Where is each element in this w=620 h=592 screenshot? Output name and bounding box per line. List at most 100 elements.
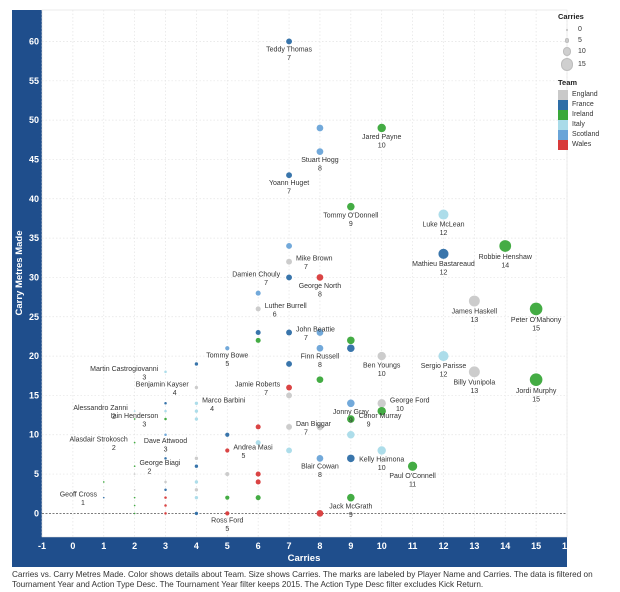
point-label-name: John Beattie xyxy=(296,326,335,333)
data-point xyxy=(164,488,167,492)
point-label-name: Jared Payne xyxy=(362,134,401,141)
data-point xyxy=(529,373,543,386)
point-label-carries: 13 xyxy=(470,388,478,395)
x-tick-label: 0 xyxy=(70,541,75,551)
data-point xyxy=(194,417,199,421)
data-point xyxy=(347,202,355,211)
point-label-name: Mathieu Bastareaud xyxy=(412,261,475,268)
size-legend-dot xyxy=(566,28,568,31)
data-point xyxy=(347,336,355,345)
point-label-name: Conor Murray xyxy=(359,413,402,420)
data-point xyxy=(286,243,292,249)
data-point xyxy=(164,496,167,499)
point-label-carries: 6 xyxy=(273,311,277,318)
y-axis-title: Carry Metres Made xyxy=(14,230,25,315)
point-label-carries: 9 xyxy=(349,418,353,425)
data-point xyxy=(286,258,292,265)
x-tick-label: 7 xyxy=(287,541,292,551)
data-point xyxy=(529,302,543,316)
x-tick-label: 15 xyxy=(531,541,541,551)
size-legend-dot xyxy=(560,58,574,71)
data-point xyxy=(377,406,386,416)
point-label-name: Iain Henderson xyxy=(111,413,159,420)
point-label-carries: 3 xyxy=(142,374,146,381)
data-point xyxy=(164,480,167,484)
data-point xyxy=(377,351,386,361)
y-tick-label: 40 xyxy=(29,194,39,204)
data-point xyxy=(102,512,105,515)
point-label-name: Jonny Gray xyxy=(333,409,369,416)
point-label-carries: 12 xyxy=(440,372,448,379)
data-point xyxy=(255,290,261,296)
size-legend-dot xyxy=(564,38,570,43)
data-point xyxy=(347,415,355,423)
data-point xyxy=(164,417,167,421)
data-point xyxy=(316,423,324,431)
data-point xyxy=(347,399,355,408)
data-point xyxy=(347,344,355,353)
x-tick-label: 9 xyxy=(348,541,353,551)
data-point xyxy=(194,401,199,405)
data-point xyxy=(286,361,292,367)
point-label-name: Ross Ford xyxy=(211,518,243,525)
size-legend: 0 5 10 15 xyxy=(558,24,618,72)
point-label-name: James Haskell xyxy=(452,308,498,315)
data-point xyxy=(194,409,199,413)
point-label-carries: 9 xyxy=(367,422,371,429)
point-label-name: Blair Cowan xyxy=(301,464,339,471)
data-point xyxy=(255,479,261,485)
data-point xyxy=(377,123,386,133)
point-label-carries: 10 xyxy=(378,143,386,150)
point-label-name: Marco Barbini xyxy=(202,397,246,404)
data-point xyxy=(255,337,261,343)
point-label-name: Mike Brown xyxy=(296,256,333,263)
x-tick-label: 12 xyxy=(438,541,448,551)
data-point xyxy=(194,511,199,516)
y-tick-label: 45 xyxy=(29,154,39,164)
point-label-carries: 2 xyxy=(112,445,116,452)
point-label-carries: 10 xyxy=(378,465,386,472)
team-color-swatch xyxy=(558,89,568,100)
tick-labels: -1 0 1 2 3 4 5 6 7 8 9 10 11 12 13 14 15 1605101520253035… xyxy=(29,36,572,551)
point-label-carries: 14 xyxy=(501,262,509,269)
point-label-carries: 8 xyxy=(318,165,322,172)
data-point xyxy=(286,423,292,430)
team-legend-label: Scotland xyxy=(572,131,600,139)
team-legend-item: Italy xyxy=(558,119,618,130)
point-label-name: Alasdair Strokosch xyxy=(69,437,127,444)
data-point xyxy=(316,510,324,517)
data-point xyxy=(255,329,261,336)
data-point xyxy=(438,209,449,220)
data-point xyxy=(286,384,292,391)
data-point xyxy=(316,274,324,281)
point-label-carries: 4 xyxy=(210,406,214,413)
point-label-carries: 7 xyxy=(304,429,308,436)
team-legend-item: Wales xyxy=(558,139,618,150)
y-tick-label: 5 xyxy=(34,469,39,479)
team-legend-item: Scotland xyxy=(558,129,618,140)
size-legend-label: 5 xyxy=(578,37,582,44)
plot-area xyxy=(41,9,568,538)
data-point xyxy=(347,430,355,439)
size-legend-label: 10 xyxy=(578,48,586,55)
point-label-name: Dave Attwood xyxy=(144,438,187,445)
data-point xyxy=(194,480,199,484)
data-point xyxy=(225,511,230,516)
data-point xyxy=(468,366,480,378)
team-legend-title: Team xyxy=(558,77,578,87)
point-label-name: Luke McLean xyxy=(422,222,464,229)
data-point xyxy=(255,306,261,312)
point-label-carries: 1 xyxy=(81,500,85,507)
team-legend-item: England xyxy=(558,89,618,100)
point-label-carries: 15 xyxy=(532,396,540,403)
data-point xyxy=(102,496,105,499)
team-legend-label: Italy xyxy=(572,121,585,129)
data-point xyxy=(316,148,324,155)
point-label-name: Finn Russell xyxy=(301,354,340,361)
x-axis-title: Carries xyxy=(288,553,321,564)
data-point xyxy=(255,471,261,477)
x-tick-label: -1 xyxy=(38,541,46,551)
data-point xyxy=(347,493,355,502)
